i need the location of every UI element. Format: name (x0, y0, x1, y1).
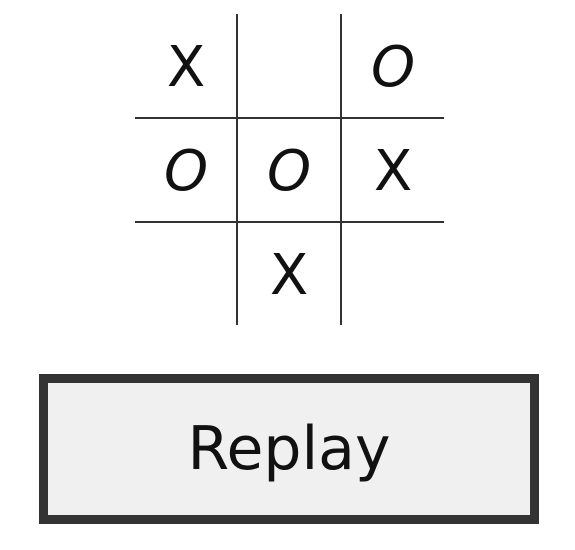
board-cell-6[interactable]: X (373, 139, 413, 204)
board-cell-3[interactable]: O (370, 35, 416, 100)
replay-button[interactable]: Replay (39, 374, 539, 524)
board-cell-9[interactable] (342, 224, 444, 327)
board-cell-5[interactable]: O (266, 139, 312, 204)
board-cell-2[interactable] (238, 16, 340, 119)
grid-line-horizontal-2 (135, 221, 444, 223)
grid-line-horizontal-1 (135, 117, 444, 119)
board-cell-1[interactable]: X (166, 35, 206, 100)
board-cell-4[interactable]: O (163, 139, 209, 204)
grid-line-vertical-1 (236, 14, 238, 325)
grid-line-vertical-2 (340, 14, 342, 325)
board-cell-8[interactable]: X (269, 243, 309, 308)
tic-tac-toe-board: X O O O X X (135, 14, 444, 325)
board-cell-7[interactable] (135, 224, 237, 327)
